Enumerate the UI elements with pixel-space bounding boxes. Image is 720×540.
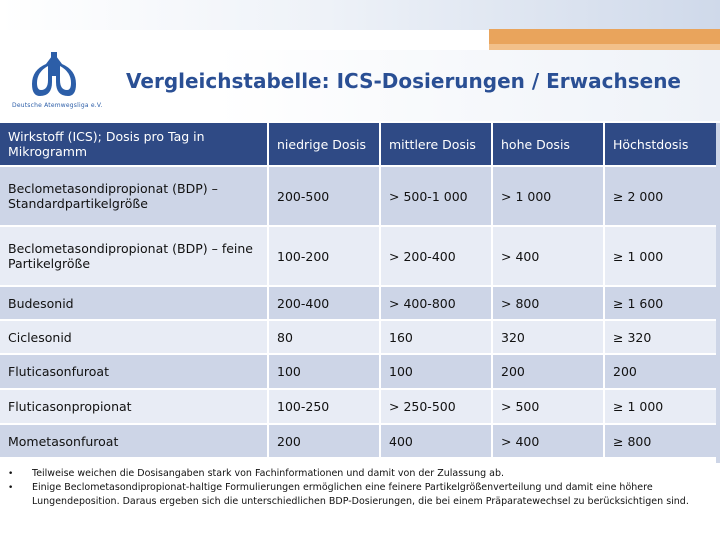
column-header-mid: mittlere Dosis [379, 123, 492, 167]
high-dose: > 400 [491, 424, 604, 459]
mid-dose: 160 [379, 320, 492, 355]
logo-caption: Deutsche Atemwegsliga e.V. [12, 102, 103, 109]
substance-name: Fluticasonpropionat [0, 389, 268, 425]
bullet-icon: • [8, 483, 14, 493]
column-header-max: Höchstdosis [603, 123, 716, 167]
table-row: Fluticasonfuroat 100 100 200 200 [0, 354, 716, 390]
footnote-list: • Teilweise weichen die Dosisangaben star… [0, 467, 716, 509]
footnote-text: Teilweise weichen die Dosisangaben stark… [32, 468, 505, 479]
table-row: Mometasonfuroat 200 400 > 400 ≥ 800 [0, 424, 716, 459]
max-dose: ≥ 2 000 [603, 166, 716, 227]
mid-dose: 100 [379, 354, 492, 390]
max-dose: ≥ 320 [603, 320, 716, 355]
accent-bar-shadow [489, 44, 720, 50]
mid-dose: > 200-400 [379, 226, 492, 287]
high-dose: 320 [491, 320, 604, 355]
column-header-high: hohe Dosis [491, 123, 604, 167]
footnote-item: • Einige Beclometasondipropionat-haltige … [8, 481, 716, 509]
substance-name: Beclometasondipropionat (BDP) – feine Pa… [0, 226, 268, 287]
lungs-logo-icon [32, 52, 76, 96]
column-header-low: niedrige Dosis [267, 123, 380, 167]
substance-name: Fluticasonfuroat [0, 354, 268, 390]
dosage-table: Wirkstoff (ICS); Dosis pro Tag in Mikrog… [0, 123, 716, 459]
mid-dose: 400 [379, 424, 492, 459]
table-row: Fluticasonpropionat 100-250 > 250-500 > … [0, 389, 716, 425]
mid-dose: > 400-800 [379, 286, 492, 321]
substance-name: Ciclesonid [0, 320, 268, 355]
mid-dose: > 500-1 000 [379, 166, 492, 227]
slide-header [0, 50, 720, 122]
low-dose: 80 [267, 320, 380, 355]
footnotes: • Teilweise weichen die Dosisangaben star… [0, 463, 716, 540]
high-dose: > 1 000 [491, 166, 604, 227]
low-dose: 100 [267, 354, 380, 390]
mid-dose: > 250-500 [379, 389, 492, 425]
bullet-icon: • [8, 469, 14, 479]
substance-name: Mometasonfuroat [0, 424, 268, 459]
top-decoration [0, 0, 720, 30]
table-row: Ciclesonid 80 160 320 ≥ 320 [0, 320, 716, 355]
high-dose: > 500 [491, 389, 604, 425]
low-dose: 200 [267, 424, 380, 459]
high-dose: > 400 [491, 226, 604, 287]
high-dose: 200 [491, 354, 604, 390]
low-dose: 200-500 [267, 166, 380, 227]
low-dose: 100-250 [267, 389, 380, 425]
table-row: Budesonid 200-400 > 400-800 > 800 ≥ 1 60… [0, 286, 716, 321]
low-dose: 100-200 [267, 226, 380, 287]
page-title: Vergleichstabelle: ICS-Dosierungen / Erw… [126, 69, 681, 93]
footnote-item: • Teilweise weichen die Dosisangaben star… [8, 467, 716, 481]
max-dose: ≥ 800 [603, 424, 716, 459]
max-dose: ≥ 1 600 [603, 286, 716, 321]
max-dose: 200 [603, 354, 716, 390]
max-dose: ≥ 1 000 [603, 389, 716, 425]
table-header-row: Wirkstoff (ICS); Dosis pro Tag in Mikrog… [0, 123, 716, 167]
max-dose: ≥ 1 000 [603, 226, 716, 287]
table-edge [716, 123, 720, 463]
table-row: Beclometasondipropionat (BDP) – Standard… [0, 166, 716, 227]
substance-name: Budesonid [0, 286, 268, 321]
table-row: Beclometasondipropionat (BDP) – feine Pa… [0, 226, 716, 287]
high-dose: > 800 [491, 286, 604, 321]
substance-name: Beclometasondipropionat (BDP) – Standard… [0, 166, 268, 227]
divider [0, 121, 720, 123]
low-dose: 200-400 [267, 286, 380, 321]
footnote-text: Einige Beclometasondipropionat-haltige F… [32, 482, 689, 507]
column-header-substance: Wirkstoff (ICS); Dosis pro Tag in Mikrog… [0, 123, 268, 167]
